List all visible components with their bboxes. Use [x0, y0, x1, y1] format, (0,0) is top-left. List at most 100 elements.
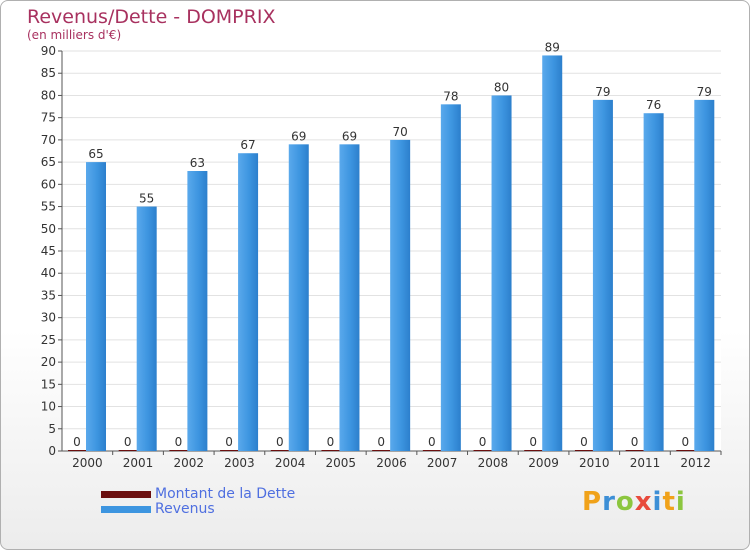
data-label-dette: 0	[124, 435, 132, 449]
x-tick-label: 2008	[478, 456, 509, 470]
x-tick-label: 2007	[427, 456, 458, 470]
chart-subtitle: (en milliers d'€)	[27, 28, 122, 42]
legend-swatch-dette	[101, 491, 151, 498]
bar-dette	[270, 450, 289, 451]
bar-revenus	[288, 144, 309, 452]
logo-letter: i	[652, 487, 663, 517]
y-tick-label: 80	[41, 88, 56, 102]
y-tick-label: 5	[48, 422, 56, 436]
data-label-dette: 0	[681, 435, 689, 449]
x-tick-label: 2011	[630, 456, 661, 470]
bar-revenus	[491, 95, 512, 451]
logo-letter: r	[602, 487, 616, 517]
data-label-revenus: 69	[342, 129, 357, 143]
data-label-dette: 0	[631, 435, 639, 449]
data-label-revenus: 78	[443, 89, 458, 103]
logo-letter: i	[675, 487, 686, 517]
data-label-dette: 0	[276, 435, 284, 449]
y-tick-label: 20	[41, 355, 56, 369]
bar-revenus	[390, 139, 411, 451]
logo-letter: t	[662, 487, 676, 517]
bar-dette	[372, 450, 391, 451]
bar-dette	[118, 450, 137, 451]
data-label-dette: 0	[479, 435, 487, 449]
y-tick-label: 35	[41, 288, 56, 302]
data-label-revenus: 76	[646, 98, 661, 112]
bar-revenus	[694, 99, 715, 451]
chart-title: Revenus/Dette - DOMPRIX	[27, 6, 276, 28]
bar-dette	[220, 450, 239, 451]
bar-dette	[625, 450, 644, 451]
data-label-revenus: 79	[697, 85, 712, 99]
legend-label-dette: Montant de la Dette	[155, 486, 296, 502]
y-tick-label: 10	[41, 400, 56, 414]
y-tick-label: 0	[48, 444, 56, 458]
data-label-revenus: 55	[139, 192, 154, 206]
data-label-dette: 0	[225, 435, 233, 449]
y-tick-label: 75	[41, 111, 56, 125]
x-tick-label: 2003	[224, 456, 255, 470]
bar-revenus	[542, 55, 563, 451]
logo-letter: P	[582, 487, 603, 517]
y-tick-label: 30	[41, 311, 56, 325]
x-tick-label: 2012	[680, 456, 711, 470]
bar-revenus	[136, 206, 157, 451]
x-tick-label: 2006	[376, 456, 407, 470]
bar-dette	[676, 450, 695, 451]
bar-revenus	[339, 144, 360, 452]
x-tick-label: 2004	[275, 456, 306, 470]
bar-dette	[321, 450, 340, 451]
legend-swatch-revenus	[101, 506, 151, 513]
proxiti-logo: Proxiti	[582, 487, 686, 517]
x-tick-label: 2000	[72, 456, 103, 470]
data-label-dette: 0	[428, 435, 436, 449]
data-label-revenus: 70	[393, 125, 408, 139]
x-tick-label: 2010	[579, 456, 610, 470]
legend-label-revenus: Revenus	[155, 501, 215, 517]
x-tick-label: 2001	[123, 456, 154, 470]
data-label-dette: 0	[73, 435, 81, 449]
x-tick-label: 2009	[528, 456, 559, 470]
y-tick-label: 85	[41, 66, 56, 80]
data-label-revenus: 80	[494, 80, 509, 94]
bar-revenus	[238, 153, 259, 451]
bar-dette	[524, 450, 543, 451]
data-label-revenus: 79	[595, 85, 610, 99]
bar-revenus	[440, 104, 461, 451]
bar-revenus	[187, 171, 208, 451]
y-tick-label: 65	[41, 155, 56, 169]
bar-dette	[574, 450, 593, 451]
data-label-revenus: 69	[291, 129, 306, 143]
data-label-dette: 0	[377, 435, 385, 449]
bar-dette	[169, 450, 188, 451]
y-tick-label: 50	[41, 222, 56, 236]
bar-dette	[422, 450, 441, 451]
data-label-revenus: 65	[88, 147, 103, 161]
bar-dette	[68, 450, 86, 451]
y-tick-label: 15	[41, 377, 56, 391]
y-tick-label: 90	[41, 44, 56, 58]
y-tick-label: 45	[41, 244, 56, 258]
y-tick-label: 25	[41, 333, 56, 347]
y-tick-label: 40	[41, 266, 56, 280]
data-label-dette: 0	[580, 435, 588, 449]
data-label-revenus: 67	[240, 138, 255, 152]
data-label-dette: 0	[327, 435, 335, 449]
logo-letter: x	[634, 487, 653, 517]
bar-revenus	[86, 162, 106, 451]
x-tick-label: 2002	[173, 456, 204, 470]
bar-revenus	[643, 113, 664, 451]
y-tick-label: 70	[41, 133, 56, 147]
y-tick-label: 55	[41, 200, 56, 214]
data-label-revenus: 63	[190, 156, 205, 170]
bar-dette	[473, 450, 492, 451]
data-label-dette: 0	[175, 435, 183, 449]
logo-letter: o	[615, 487, 635, 517]
bar-revenus	[592, 99, 613, 451]
y-tick-label: 60	[41, 177, 56, 191]
data-label-dette: 0	[529, 435, 537, 449]
data-label-revenus: 89	[545, 40, 560, 54]
x-tick-label: 2005	[326, 456, 357, 470]
